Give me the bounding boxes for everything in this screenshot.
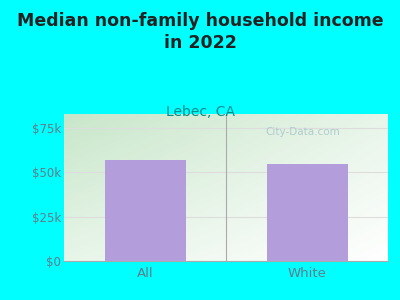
Text: Lebec, CA: Lebec, CA bbox=[166, 105, 234, 119]
Text: City-Data.com: City-Data.com bbox=[265, 127, 340, 136]
Bar bbox=[266, 164, 348, 261]
Text: Median non-family household income
in 2022: Median non-family household income in 20… bbox=[17, 12, 383, 52]
Bar bbox=[104, 160, 186, 261]
